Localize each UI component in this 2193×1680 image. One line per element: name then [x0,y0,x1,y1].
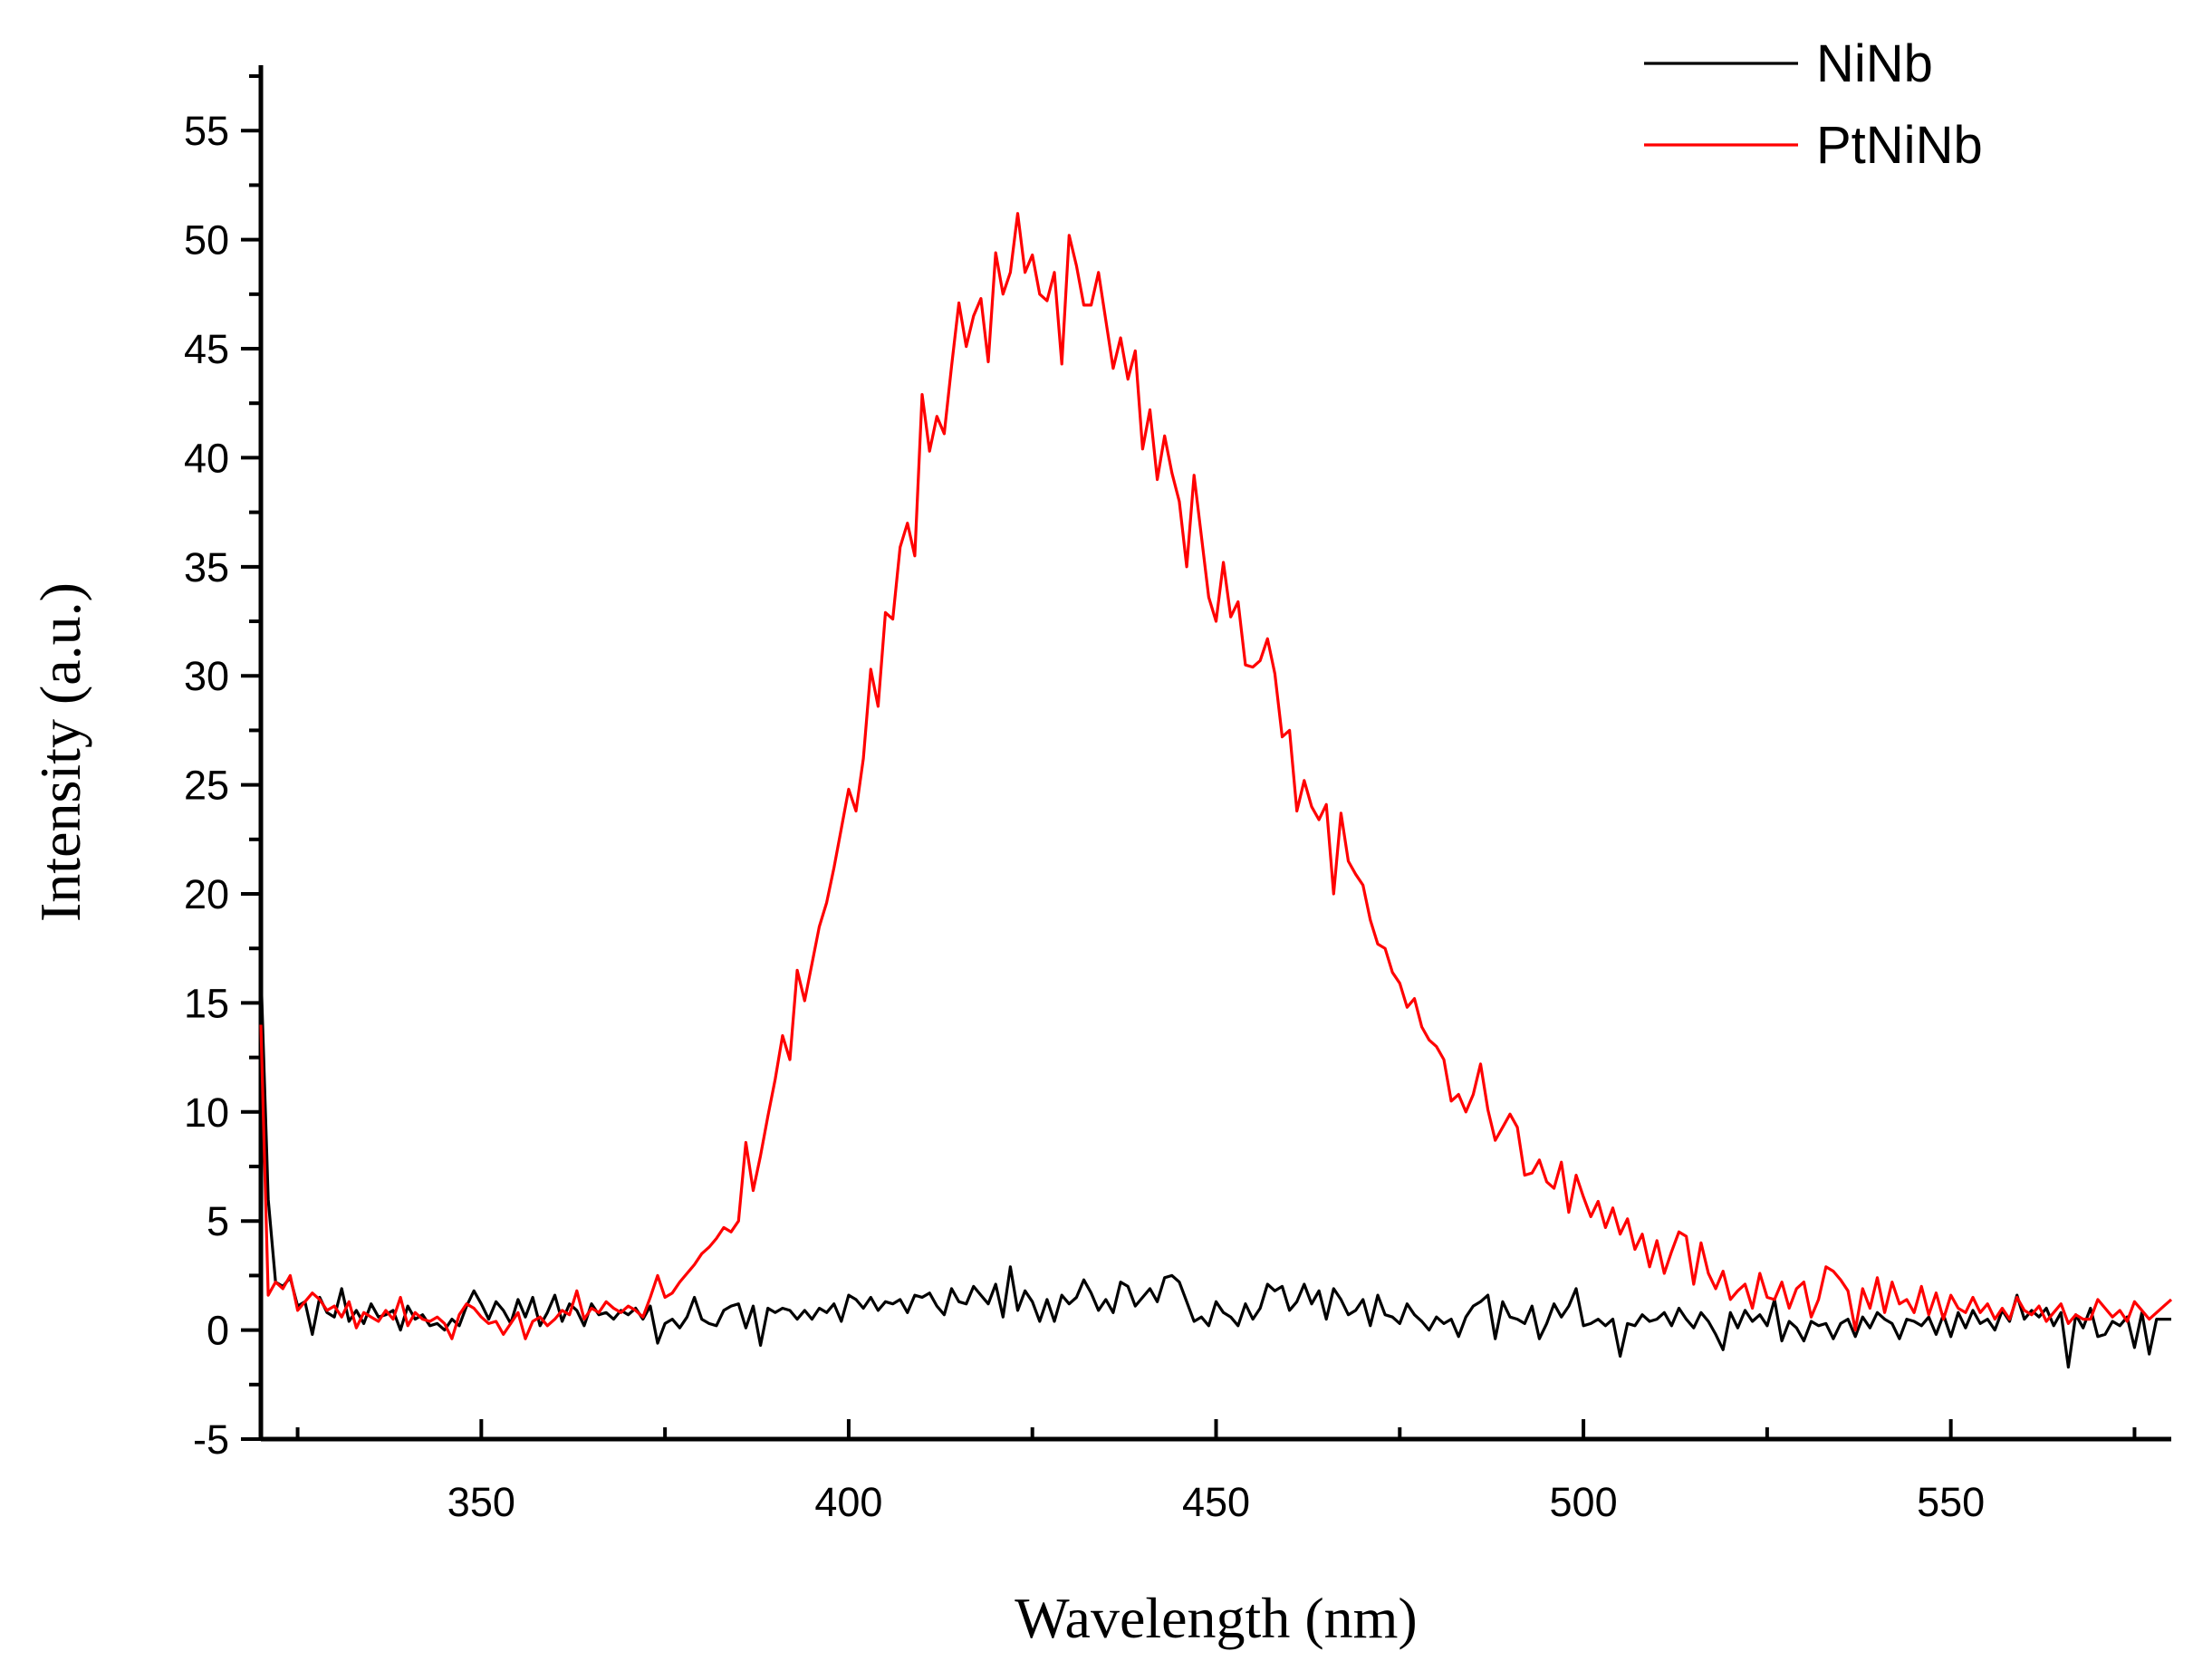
plot-area: 350 400 450 500 550 -5 0 5 10 15 20 25 30 35 40 45 50 55 [184,65,2173,1525]
y-tick-label: 5 [207,1198,229,1244]
y-tick-label: -5 [193,1416,229,1463]
y-tick-label: 30 [184,653,229,699]
y-tick-label: 10 [184,1090,229,1136]
legend: NiNb PtNiNb [1644,34,1983,175]
x-tick-label: 450 [1182,1479,1250,1525]
y-tick-label: 55 [184,108,229,154]
y-tick-label: 45 [184,326,229,372]
series-group [259,212,2173,1369]
series-line-ninb [259,970,2171,1369]
y-tick-label: 25 [184,763,229,809]
x-axis-ticks: 350 400 450 500 550 [295,1419,2137,1525]
series-line-ptninb [259,212,2173,1340]
y-tick-label: 0 [207,1308,229,1354]
x-tick-label: 500 [1550,1479,1618,1525]
legend-label-ninb: NiNb [1816,34,1933,93]
x-tick-label: 350 [447,1479,515,1525]
y-axis-title: Intensity (a.u.) [28,582,92,922]
legend-label-ptninb: PtNiNb [1816,116,1983,175]
x-tick-label: 400 [814,1479,882,1525]
y-tick-label: 40 [184,435,229,481]
y-tick-label: 15 [184,980,229,1026]
x-axis-title: Wavelength (nm) [1015,1586,1417,1650]
y-axis-ticks: -5 0 5 10 15 20 25 30 35 40 45 50 55 [184,74,261,1463]
y-tick-label: 50 [184,217,229,264]
y-tick-label: 35 [184,544,229,590]
x-tick-label: 550 [1917,1479,1985,1525]
y-tick-label: 20 [184,871,229,917]
